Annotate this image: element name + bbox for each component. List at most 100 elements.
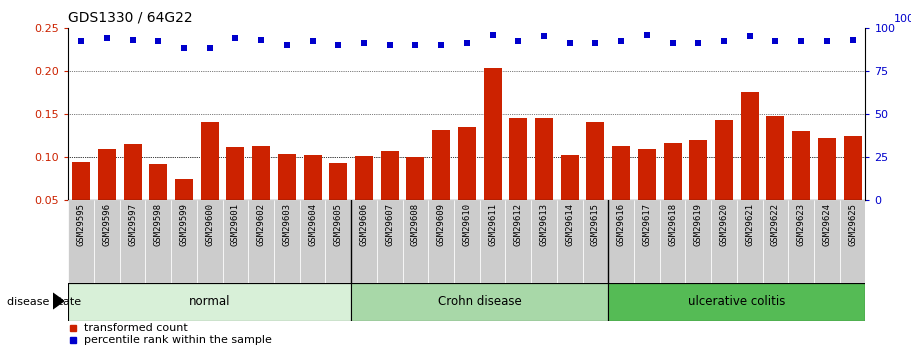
Bar <box>227 148 244 243</box>
Bar <box>351 283 609 321</box>
Bar <box>68 200 94 283</box>
Bar <box>715 120 733 243</box>
Text: GSM29614: GSM29614 <box>565 203 574 246</box>
Bar <box>200 122 219 243</box>
Bar <box>454 200 480 283</box>
Bar <box>531 200 557 283</box>
Bar <box>612 146 630 243</box>
Text: GSM29597: GSM29597 <box>128 203 138 246</box>
Bar <box>814 200 840 283</box>
Bar <box>690 140 707 243</box>
Text: GSM29624: GSM29624 <box>823 203 832 246</box>
Text: GSM29622: GSM29622 <box>771 203 780 246</box>
Bar <box>249 200 274 283</box>
Bar <box>663 143 681 243</box>
Bar <box>583 200 609 283</box>
Text: GSM29609: GSM29609 <box>436 203 445 246</box>
Text: GSM29617: GSM29617 <box>642 203 651 246</box>
Text: GSM29601: GSM29601 <box>231 203 240 246</box>
Text: ulcerative colitis: ulcerative colitis <box>688 295 785 308</box>
Bar <box>480 200 506 283</box>
Bar <box>222 200 249 283</box>
Text: GSM29625: GSM29625 <box>848 203 857 246</box>
Text: GSM29605: GSM29605 <box>333 203 343 246</box>
Bar <box>685 200 711 283</box>
Bar <box>737 200 763 283</box>
Text: GSM29608: GSM29608 <box>411 203 420 246</box>
Bar <box>609 200 634 283</box>
Text: GSM29619: GSM29619 <box>694 203 702 246</box>
Bar <box>252 146 271 243</box>
Bar <box>506 200 531 283</box>
Bar <box>325 200 351 283</box>
Bar <box>68 283 351 321</box>
Bar <box>274 200 300 283</box>
Bar <box>509 118 527 243</box>
Bar <box>766 117 784 243</box>
Text: GSM29612: GSM29612 <box>514 203 523 246</box>
Bar <box>711 200 737 283</box>
Bar <box>149 164 168 243</box>
Bar <box>72 162 90 243</box>
Text: percentile rank within the sample: percentile rank within the sample <box>84 335 272 345</box>
Text: GSM29618: GSM29618 <box>668 203 677 246</box>
Text: GSM29599: GSM29599 <box>179 203 189 246</box>
Bar <box>660 200 685 283</box>
Text: transformed count: transformed count <box>84 323 188 333</box>
Text: GSM29600: GSM29600 <box>205 203 214 246</box>
Text: GSM29602: GSM29602 <box>257 203 266 246</box>
Bar <box>124 144 141 243</box>
Text: Crohn disease: Crohn disease <box>438 295 522 308</box>
Bar <box>381 151 399 243</box>
Bar <box>535 118 553 243</box>
Bar <box>406 157 425 243</box>
Bar <box>300 200 325 283</box>
Bar <box>428 200 454 283</box>
Text: normal: normal <box>189 295 230 308</box>
Text: GSM29606: GSM29606 <box>360 203 369 246</box>
Text: GSM29595: GSM29595 <box>77 203 86 246</box>
Bar <box>119 200 146 283</box>
Bar <box>97 149 116 243</box>
Bar <box>840 200 865 283</box>
Bar <box>587 122 605 243</box>
Text: GSM29610: GSM29610 <box>463 203 471 246</box>
Bar <box>278 155 296 243</box>
Y-axis label: 100%: 100% <box>894 14 911 24</box>
Bar <box>403 200 428 283</box>
Text: GSM29615: GSM29615 <box>591 203 600 246</box>
Text: GSM29613: GSM29613 <box>539 203 548 246</box>
Bar <box>763 200 788 283</box>
Text: GSM29623: GSM29623 <box>796 203 805 246</box>
Bar <box>377 200 403 283</box>
Text: disease state: disease state <box>7 297 81 307</box>
Bar <box>175 179 193 243</box>
Text: GSM29598: GSM29598 <box>154 203 163 246</box>
Bar <box>638 149 656 243</box>
Text: GSM29596: GSM29596 <box>102 203 111 246</box>
Bar <box>355 156 373 243</box>
Bar <box>484 68 502 243</box>
Bar <box>458 127 476 243</box>
Bar <box>351 200 377 283</box>
Bar <box>303 155 322 243</box>
Bar <box>329 163 347 243</box>
Text: GSM29620: GSM29620 <box>720 203 729 246</box>
Text: GSM29616: GSM29616 <box>617 203 626 246</box>
Text: GSM29604: GSM29604 <box>308 203 317 246</box>
Bar <box>634 200 660 283</box>
Text: GSM29603: GSM29603 <box>282 203 292 246</box>
Bar <box>171 200 197 283</box>
Bar <box>788 200 814 283</box>
Bar <box>818 138 836 243</box>
Bar <box>741 92 759 243</box>
Bar <box>793 131 810 243</box>
Bar <box>561 155 578 243</box>
Bar <box>94 200 119 283</box>
Bar <box>609 283 865 321</box>
Bar <box>197 200 222 283</box>
Text: GSM29611: GSM29611 <box>488 203 497 246</box>
Text: GDS1330 / 64G22: GDS1330 / 64G22 <box>68 10 193 24</box>
Bar <box>844 136 862 243</box>
Text: GSM29621: GSM29621 <box>745 203 754 246</box>
